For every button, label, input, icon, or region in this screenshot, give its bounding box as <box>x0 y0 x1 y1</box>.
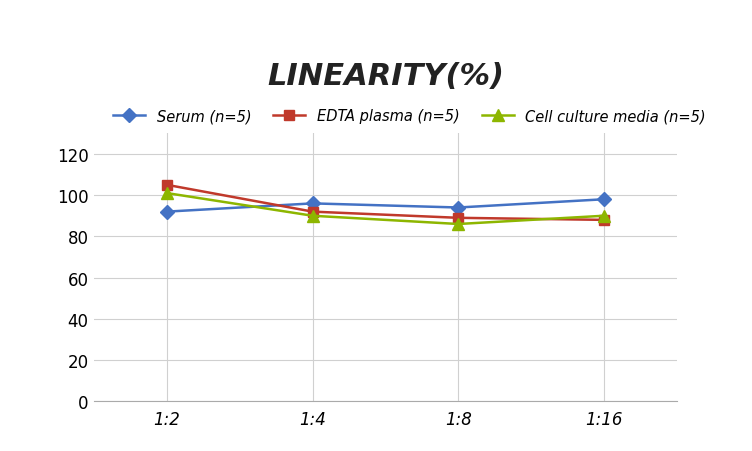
Cell culture media (n=5) <box>453 222 462 227</box>
Line: EDTA plasma (n=5): EDTA plasma (n=5) <box>162 180 609 225</box>
Line: Serum (n=5): Serum (n=5) <box>162 195 609 217</box>
Serum (n=5) <box>308 201 317 207</box>
Cell culture media (n=5) <box>308 214 317 219</box>
EDTA plasma (n=5) <box>162 183 171 188</box>
Cell culture media (n=5) <box>162 191 171 196</box>
EDTA plasma (n=5) <box>453 216 462 221</box>
EDTA plasma (n=5) <box>308 209 317 215</box>
Serum (n=5) <box>453 205 462 211</box>
Serum (n=5) <box>162 209 171 215</box>
Legend: Serum (n=5), EDTA plasma (n=5), Cell culture media (n=5): Serum (n=5), EDTA plasma (n=5), Cell cul… <box>107 103 712 130</box>
EDTA plasma (n=5) <box>599 218 608 223</box>
Line: Cell culture media (n=5): Cell culture media (n=5) <box>161 188 610 230</box>
Cell culture media (n=5) <box>599 214 608 219</box>
Serum (n=5) <box>599 197 608 202</box>
Text: LINEARITY(%): LINEARITY(%) <box>267 62 504 91</box>
